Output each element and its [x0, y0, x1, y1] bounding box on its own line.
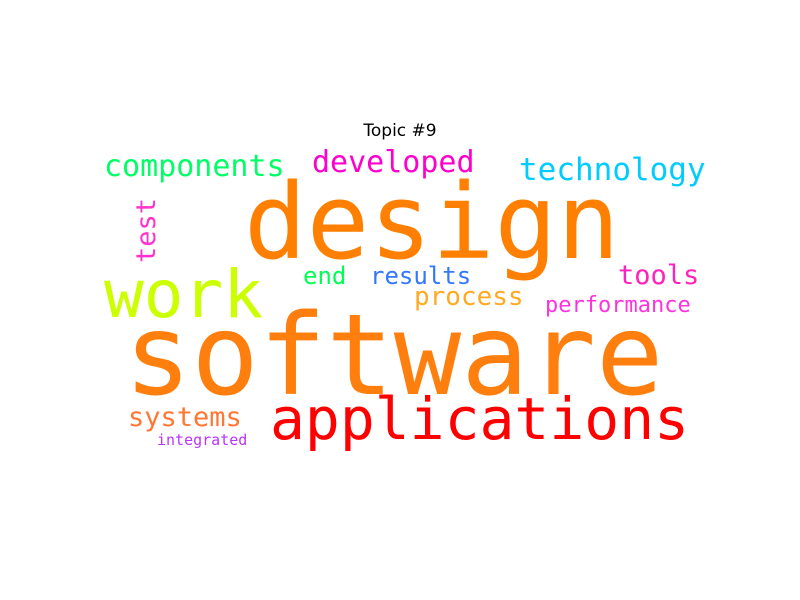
word-developed: developed — [312, 145, 475, 180]
chart-title: Topic #9 — [363, 121, 437, 141]
word-end: end — [303, 262, 347, 290]
word-results: results — [370, 262, 472, 290]
word-technology: technology — [519, 152, 706, 188]
word-applications: applications — [270, 385, 690, 453]
word-performance: performance — [545, 293, 691, 318]
word-tools: tools — [618, 260, 700, 291]
word-components: components — [104, 149, 285, 184]
word-design: design — [244, 161, 620, 283]
word-systems: systems — [128, 402, 242, 433]
word-software: software — [124, 291, 664, 421]
word-process: process — [414, 282, 524, 312]
word-work: work — [104, 256, 263, 333]
word-integrated: integrated — [157, 431, 248, 449]
word-test: test — [131, 197, 162, 263]
